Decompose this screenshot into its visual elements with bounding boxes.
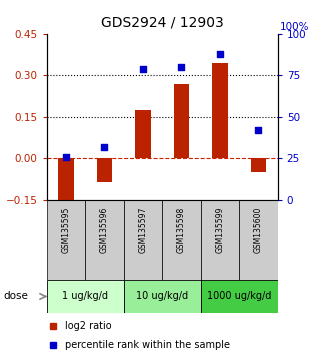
Bar bbox=[124, 200, 162, 280]
Bar bbox=[201, 200, 239, 280]
Text: 100%: 100% bbox=[280, 22, 309, 32]
Bar bbox=[47, 280, 124, 313]
Point bbox=[140, 66, 145, 72]
Bar bbox=[212, 63, 228, 159]
Text: log2 ratio: log2 ratio bbox=[65, 321, 112, 331]
Text: 1000 ug/kg/d: 1000 ug/kg/d bbox=[207, 291, 271, 302]
Text: 10 ug/kg/d: 10 ug/kg/d bbox=[136, 291, 188, 302]
Bar bbox=[162, 200, 201, 280]
Text: GSM135600: GSM135600 bbox=[254, 206, 263, 253]
Text: GSM135596: GSM135596 bbox=[100, 206, 109, 253]
Text: 1 ug/kg/d: 1 ug/kg/d bbox=[62, 291, 108, 302]
Point bbox=[256, 127, 261, 133]
Point bbox=[179, 64, 184, 70]
Text: GSM135598: GSM135598 bbox=[177, 206, 186, 253]
Text: GSM135595: GSM135595 bbox=[61, 206, 70, 253]
Text: GSM135597: GSM135597 bbox=[138, 206, 147, 253]
Bar bbox=[239, 200, 278, 280]
Bar bbox=[124, 280, 201, 313]
Bar bbox=[47, 200, 85, 280]
Text: GSM135599: GSM135599 bbox=[215, 206, 224, 253]
Bar bbox=[97, 159, 112, 182]
Title: GDS2924 / 12903: GDS2924 / 12903 bbox=[101, 16, 223, 30]
Text: dose: dose bbox=[3, 291, 28, 302]
Point bbox=[63, 154, 68, 160]
Text: percentile rank within the sample: percentile rank within the sample bbox=[65, 341, 230, 350]
Bar bbox=[135, 110, 151, 159]
Point bbox=[102, 144, 107, 150]
Bar bbox=[201, 280, 278, 313]
Bar bbox=[174, 84, 189, 159]
Point bbox=[217, 51, 222, 56]
Bar bbox=[251, 159, 266, 172]
Bar bbox=[85, 200, 124, 280]
Bar bbox=[58, 159, 74, 207]
